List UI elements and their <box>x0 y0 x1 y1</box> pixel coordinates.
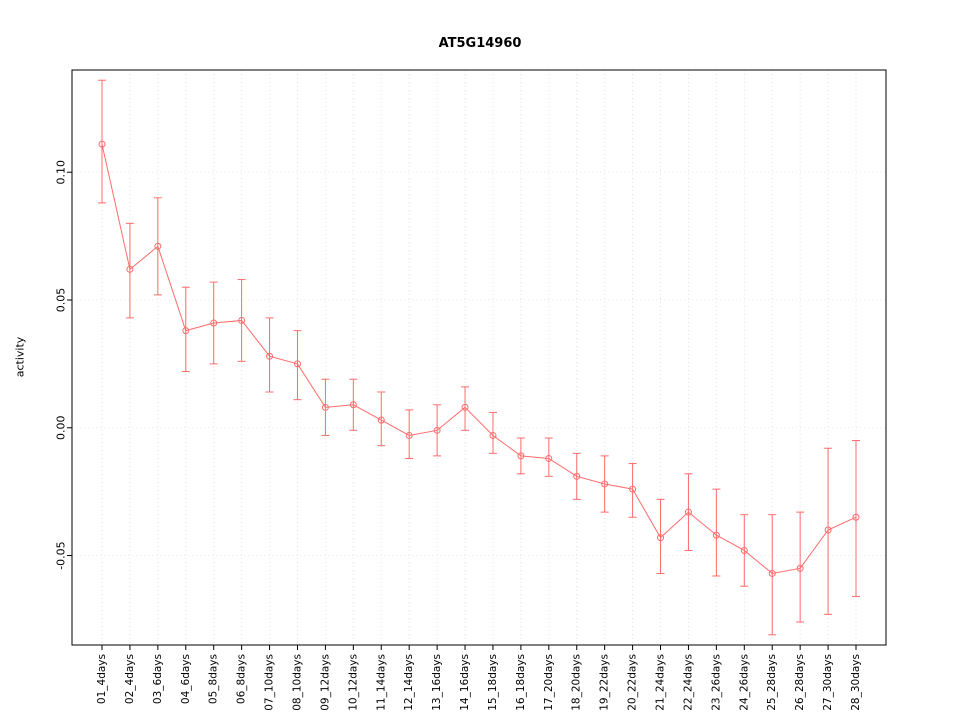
x-tick-label: 03_6days <box>152 654 164 704</box>
chart-point <box>629 485 637 493</box>
chart-point <box>573 472 581 480</box>
x-tick-label: 20_22days <box>627 654 639 711</box>
x-tick-label: 08_10days <box>291 654 303 711</box>
y-axis: -0.05 0.00 0.05 0.10 <box>55 160 72 570</box>
chart-point <box>98 140 106 148</box>
chart-point <box>126 265 134 273</box>
chart-point <box>154 242 162 250</box>
x-tick-label: 24_26days <box>738 654 750 711</box>
x-tick-label: 06_8days <box>236 654 248 704</box>
chart-point <box>405 431 413 439</box>
chart-point <box>461 403 469 411</box>
chart-point <box>349 401 357 409</box>
x-tick-label: 09_12days <box>319 654 331 711</box>
chart-point <box>657 534 665 542</box>
x-tick-label: 15_18days <box>487 654 499 711</box>
chart-point <box>768 569 776 577</box>
x-tick-label: 17_20days <box>543 654 555 711</box>
data-points <box>98 140 860 577</box>
x-tick-label: 22_24days <box>682 654 694 711</box>
chart-point <box>266 352 274 360</box>
data-line <box>101 144 857 574</box>
x-tick-label: 12_14days <box>403 654 415 711</box>
chart-point <box>210 319 218 327</box>
x-tick-label: 14_16days <box>459 654 471 711</box>
chart-point <box>796 564 804 572</box>
x-tick-label: 01_4days <box>96 654 108 704</box>
chart-point <box>489 431 497 439</box>
chart-point <box>684 508 692 516</box>
grid-lines <box>72 70 886 645</box>
x-tick-label: 19_22days <box>599 654 611 711</box>
x-tick-label: 11_14days <box>375 654 387 711</box>
x-tick-label: 18_20days <box>571 654 583 711</box>
y-tick-label: 0.05 <box>55 288 68 313</box>
chart-point <box>377 416 385 424</box>
chart-point <box>545 454 553 462</box>
y-tick-label: 0.00 <box>55 416 68 441</box>
y-tick-label: -0.05 <box>55 541 68 569</box>
x-axis: 01_4days 02_4days 03_6days 04_6days 05_8days… <box>96 645 862 711</box>
x-tick-label: 28_30days <box>850 654 862 711</box>
chart-point <box>852 513 860 521</box>
x-tick-label: 25_28days <box>766 654 778 711</box>
chart-point <box>293 360 301 368</box>
chart-point <box>238 316 246 324</box>
x-tick-label: 07_10days <box>264 654 276 711</box>
x-tick-label: 26_28days <box>794 654 806 711</box>
x-tick-label: 05_8days <box>208 654 220 704</box>
x-tick-label: 13_16days <box>431 654 443 711</box>
chart-point <box>433 426 441 434</box>
plot-border <box>71 69 887 646</box>
x-tick-label: 23_26days <box>710 654 722 711</box>
x-tick-label: 27_30days <box>822 654 834 711</box>
chart-point <box>182 327 190 335</box>
x-tick-label: 10_12days <box>347 654 359 711</box>
x-tick-label: 16_18days <box>515 654 527 711</box>
x-tick-label: 04_6days <box>180 654 192 704</box>
chart-point <box>321 403 329 411</box>
y-tick-label: 0.10 <box>55 160 68 185</box>
chart-point <box>824 526 832 534</box>
x-tick-label: 21_24days <box>655 654 667 711</box>
chart-point <box>517 452 525 460</box>
x-tick-label: 02_4days <box>124 654 136 704</box>
chart-point <box>712 531 720 539</box>
chart-point <box>601 480 609 488</box>
chart-point <box>740 546 748 554</box>
chart-title: AT5G14960 <box>438 36 522 51</box>
